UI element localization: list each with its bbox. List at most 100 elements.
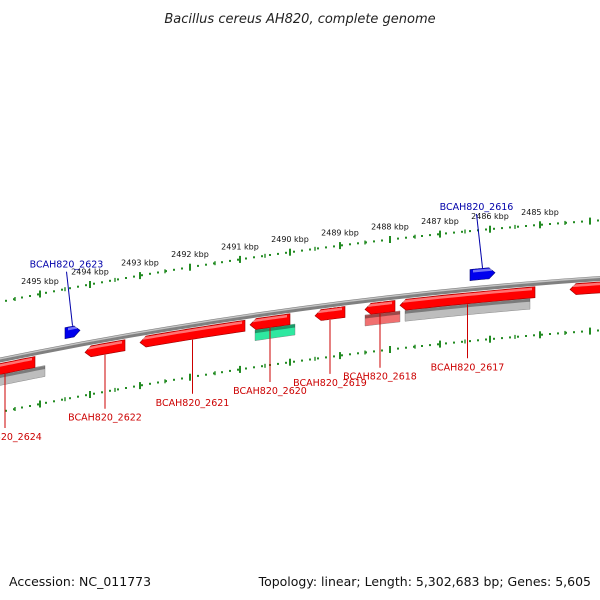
ruler-dot xyxy=(453,231,455,234)
ruler-dot xyxy=(213,372,215,375)
ruler-dot xyxy=(429,344,431,347)
gene-bcah820_2616[interactable] xyxy=(469,267,496,281)
gene-label[interactable]: BCAH820_2621 xyxy=(156,398,230,409)
ruler-dot xyxy=(53,400,55,403)
ruler-dot xyxy=(245,367,247,370)
ruler-dot xyxy=(517,335,519,338)
ruler-dot xyxy=(5,299,7,302)
gene-unlabeled[interactable] xyxy=(569,279,600,295)
gene-arrow[interactable] xyxy=(469,267,496,281)
feature-shade xyxy=(0,366,45,378)
scale-label: 2488 kbp xyxy=(371,223,409,232)
ruler-dot xyxy=(341,244,343,247)
gene-bcah820_2621[interactable] xyxy=(139,319,246,348)
ruler-dot xyxy=(485,338,487,341)
scale-label: 2495 kbp xyxy=(21,277,59,286)
gene-label[interactable]: BCAH820_2619 xyxy=(293,378,367,389)
ruler-dot xyxy=(45,401,47,404)
ruler-dot xyxy=(597,329,599,332)
ruler-dot xyxy=(141,384,143,387)
ruler-dot xyxy=(157,381,159,384)
gene-bcah820_2617[interactable] xyxy=(399,286,536,311)
gene-bcah820_2620[interactable] xyxy=(249,313,291,330)
ruler-dot xyxy=(501,337,503,340)
gene-labels: BCAH820_2616 BCAH820_2623 BCAH820_2624 BCAH… xyxy=(0,202,513,443)
gene-highlight xyxy=(318,307,342,314)
gene-label[interactable]: BCAH820_2622 xyxy=(68,413,142,424)
scale-label: 2486 kbp xyxy=(471,212,509,221)
gene-bcah820_2618[interactable] xyxy=(364,300,396,315)
ruler-dot xyxy=(325,246,327,249)
gene-label[interactable]: BCAH820_2623 xyxy=(30,260,104,271)
gene-highlight xyxy=(68,326,77,331)
ruler-dot xyxy=(165,270,167,273)
accession-text: Accession: NC_011773 xyxy=(9,574,151,589)
ruler-dot xyxy=(13,408,15,411)
ruler-dot xyxy=(69,397,71,400)
ruler-dot xyxy=(261,255,263,258)
ruler-dot xyxy=(573,221,575,224)
gene-bcah820_2622[interactable] xyxy=(84,339,126,358)
ruler-dot xyxy=(85,284,87,287)
ruler-dot xyxy=(309,248,311,251)
ruler-dot xyxy=(253,366,255,369)
ruler-dot xyxy=(397,347,399,350)
ruler-dot xyxy=(421,235,423,237)
gene-label[interactable]: BCAH820_2617 xyxy=(431,362,505,373)
gene-label[interactable]: BCAH820_2624 xyxy=(0,432,42,443)
gene-label[interactable]: BCAH820_2620 xyxy=(233,386,307,397)
scale-label: 2491 kbp xyxy=(221,242,259,251)
gene-highlight xyxy=(403,287,532,303)
gene-label[interactable]: BCAH820_2618 xyxy=(343,372,417,383)
gene-arrow[interactable] xyxy=(569,279,600,295)
ruler-dot xyxy=(445,232,447,235)
gene-highlight xyxy=(368,301,392,307)
scale-label: 2492 kbp xyxy=(171,250,209,259)
ruler-dot xyxy=(221,371,223,374)
gene-arrow[interactable] xyxy=(364,300,396,315)
ruler-dot xyxy=(125,387,127,389)
ruler-dot xyxy=(597,219,599,222)
gene-highlight xyxy=(143,321,242,340)
ruler-dot xyxy=(61,288,63,291)
gene-arrow[interactable] xyxy=(84,339,126,358)
ruler-dot xyxy=(269,254,271,256)
ruler-dot xyxy=(37,293,39,296)
ruler-dot xyxy=(357,352,359,355)
ruler-dot xyxy=(533,334,535,337)
gene-arrow[interactable] xyxy=(0,356,36,379)
gene-arrow[interactable] xyxy=(314,306,346,321)
ruler-dot xyxy=(381,239,383,242)
ruler-dot xyxy=(141,274,143,277)
ruler-dot xyxy=(285,251,287,254)
ruler-dot xyxy=(509,226,511,229)
gene-arrow[interactable] xyxy=(64,325,81,340)
ruler-dot xyxy=(37,403,39,406)
gene-track xyxy=(0,267,600,379)
ruler-dot xyxy=(21,296,23,299)
gene-arrow[interactable] xyxy=(139,319,246,348)
gene-bcah820_2619[interactable] xyxy=(314,306,346,321)
ruler-dot xyxy=(165,380,167,383)
ruler-dot xyxy=(77,395,79,398)
ruler-dot xyxy=(493,337,495,340)
ruler-dot xyxy=(317,357,319,360)
ruler-dot xyxy=(541,223,543,226)
gene-arrow[interactable] xyxy=(249,313,291,330)
ruler-dot xyxy=(149,382,151,385)
ruler-dot xyxy=(213,262,215,265)
ruler-dot xyxy=(293,250,295,253)
ruler-dot xyxy=(205,373,207,376)
gene-highlight xyxy=(88,341,122,350)
ruler-dot xyxy=(437,233,439,236)
gene-arrow[interactable] xyxy=(399,286,536,311)
gene-bcah820_2623[interactable] xyxy=(64,325,81,340)
gene-label[interactable]: BCAH820_2616 xyxy=(440,202,514,213)
ruler-dot xyxy=(349,353,351,356)
ruler-dot xyxy=(357,242,359,245)
gene-bcah820_2624[interactable] xyxy=(0,356,36,379)
ruler-dot xyxy=(461,230,463,233)
ruler-dot xyxy=(93,392,95,395)
ruler-dot xyxy=(53,290,55,293)
